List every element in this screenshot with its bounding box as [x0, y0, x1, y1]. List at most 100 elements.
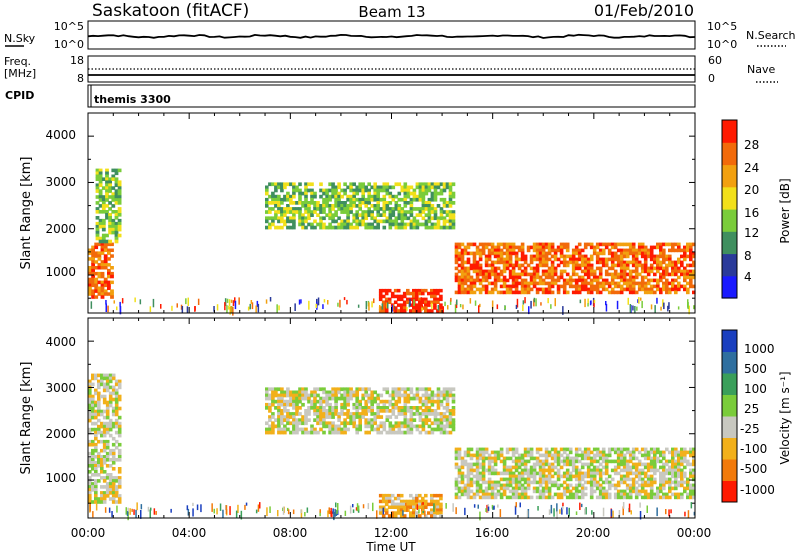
velocity-cell	[102, 433, 107, 438]
power-cell	[418, 306, 422, 310]
velocity-cell	[378, 511, 383, 515]
power-cell	[400, 210, 405, 214]
power-cell	[565, 272, 570, 277]
power-cell	[91, 283, 95, 288]
velocity-cell	[367, 393, 371, 398]
power-clutter	[629, 304, 632, 313]
power-cell	[505, 257, 510, 262]
velocity-cell	[662, 456, 666, 461]
power-cell	[665, 254, 669, 259]
velocity-cell	[487, 477, 492, 482]
power-cell	[589, 266, 594, 271]
velocity-cell	[475, 477, 480, 482]
power-cell	[601, 287, 606, 292]
velocity-cell	[277, 409, 281, 413]
power-cell	[409, 185, 414, 190]
velocity-cell	[454, 492, 459, 497]
power-cell	[529, 260, 534, 265]
power-cell	[439, 213, 444, 217]
velocity-cell	[634, 447, 639, 452]
velocity-cell	[406, 396, 411, 401]
velocity-cell	[622, 495, 627, 500]
power-cell	[451, 191, 456, 196]
velocity-cell	[117, 470, 122, 474]
velocity-cell	[619, 495, 624, 500]
velocity-cell	[100, 470, 104, 474]
power-cell	[388, 216, 393, 221]
velocity-cell	[535, 495, 540, 500]
power-cell	[544, 245, 549, 250]
power-cell	[689, 242, 693, 247]
velocity-cell	[108, 394, 113, 399]
velocity-cell	[379, 421, 384, 426]
velocity-cell	[340, 393, 344, 398]
power-cell	[616, 254, 621, 259]
power-cell	[592, 284, 597, 289]
velocity-cell	[280, 409, 284, 413]
power-cell	[457, 257, 462, 262]
velocity-cell	[343, 399, 347, 404]
velocity-cell	[381, 499, 386, 504]
power-cell	[349, 188, 353, 193]
velocity-cell	[430, 396, 435, 401]
velocity-cell	[358, 415, 362, 419]
power-cell	[101, 210, 106, 214]
power-cell	[319, 216, 323, 221]
velocity-cell	[574, 474, 579, 479]
velocity-cell	[674, 495, 678, 500]
power-cell	[469, 278, 474, 283]
velocity-cell	[457, 465, 462, 470]
power-cell	[589, 269, 594, 274]
velocity-cell	[117, 379, 122, 384]
power-cell	[394, 207, 399, 211]
velocity-cell	[292, 430, 296, 435]
velocity-cell	[547, 471, 552, 476]
power-cell	[589, 287, 594, 292]
power-cell	[352, 204, 356, 208]
power-cell	[472, 242, 477, 247]
velocity-cell	[493, 480, 498, 485]
power-cell	[117, 192, 122, 196]
velocity-cell	[100, 485, 104, 489]
power-cell	[370, 194, 374, 199]
power-cell	[331, 188, 335, 193]
velocity-cell	[692, 489, 696, 494]
velocity-cell	[355, 427, 359, 432]
power-cell	[457, 287, 462, 292]
velocity-cell	[415, 511, 419, 515]
velocity-cell	[100, 491, 104, 495]
velocity-cell	[367, 387, 371, 392]
velocity-cell	[523, 492, 528, 497]
velocity-cell	[94, 388, 98, 393]
velocity-cell	[631, 456, 636, 461]
velocity-cell	[111, 467, 116, 471]
power-cell	[289, 219, 293, 224]
power-cell	[424, 188, 429, 193]
velocity-cell	[616, 483, 621, 488]
velocity-cell	[114, 421, 119, 426]
power-cell	[95, 224, 100, 229]
power-cell	[328, 204, 332, 208]
velocity-cell	[328, 396, 332, 401]
velocity-cell	[364, 399, 368, 404]
power-cell	[598, 260, 603, 265]
power-cell	[402, 309, 407, 313]
power-cell	[508, 275, 513, 280]
power-cell	[271, 201, 275, 205]
power-cell	[110, 280, 114, 285]
power-cell	[475, 263, 480, 268]
power-cell	[352, 225, 356, 230]
power-cell	[399, 303, 404, 307]
velocity-cell	[301, 418, 305, 422]
velocity-clutter	[402, 510, 404, 516]
power-cell	[391, 219, 396, 224]
velocity-cell	[631, 477, 636, 482]
power-cell	[88, 271, 92, 276]
velocity-cell	[469, 495, 474, 500]
velocity-cell	[523, 471, 528, 476]
power-cell	[310, 201, 314, 205]
velocity-cell	[538, 492, 543, 497]
power-cell	[289, 201, 293, 205]
velocity-cell	[409, 499, 413, 504]
power-cell	[514, 275, 519, 280]
